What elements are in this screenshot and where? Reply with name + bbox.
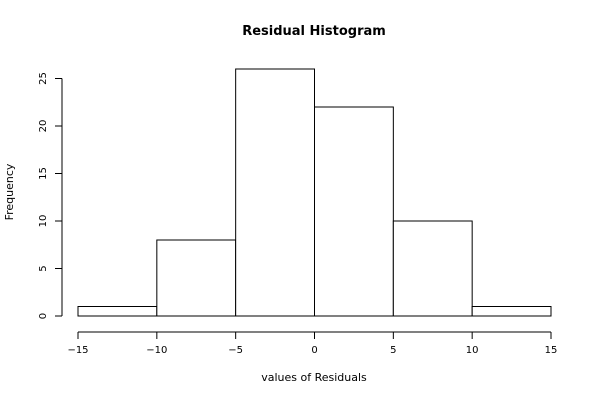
- y-tick-label: 15: [38, 167, 49, 180]
- x-tick-label: −5: [228, 345, 243, 356]
- x-tick-label: −10: [146, 345, 167, 356]
- histogram-bar-0: [77, 306, 158, 317]
- y-tick-label: 20: [38, 120, 49, 133]
- x-tick-label: 15: [545, 345, 558, 356]
- chart-title: Residual Histogram: [242, 24, 386, 39]
- x-tick-label: −15: [67, 345, 88, 356]
- histogram-bar-3: [314, 106, 394, 317]
- histogram-bar-4: [392, 220, 473, 317]
- y-tick-label: 0: [38, 313, 49, 319]
- histogram-bar-5: [471, 306, 552, 317]
- y-axis: 0 5 10 15 20 25: [38, 72, 63, 319]
- histogram-bars: [77, 68, 552, 317]
- x-axis: −15 −10 −5 0 5 10 15: [67, 331, 558, 356]
- y-axis-label: Frequency: [3, 163, 16, 220]
- x-axis-label: values of Residuals: [261, 371, 367, 384]
- x-tick-label: 10: [466, 345, 479, 356]
- histogram-bar-2: [235, 68, 316, 317]
- y-tick-label: 5: [38, 265, 49, 271]
- y-tick-label: 10: [38, 215, 49, 228]
- x-tick-label: 5: [390, 345, 396, 356]
- y-tick-label: 25: [38, 72, 49, 85]
- histogram-bar-1: [156, 239, 237, 317]
- x-tick-label: 0: [311, 345, 317, 356]
